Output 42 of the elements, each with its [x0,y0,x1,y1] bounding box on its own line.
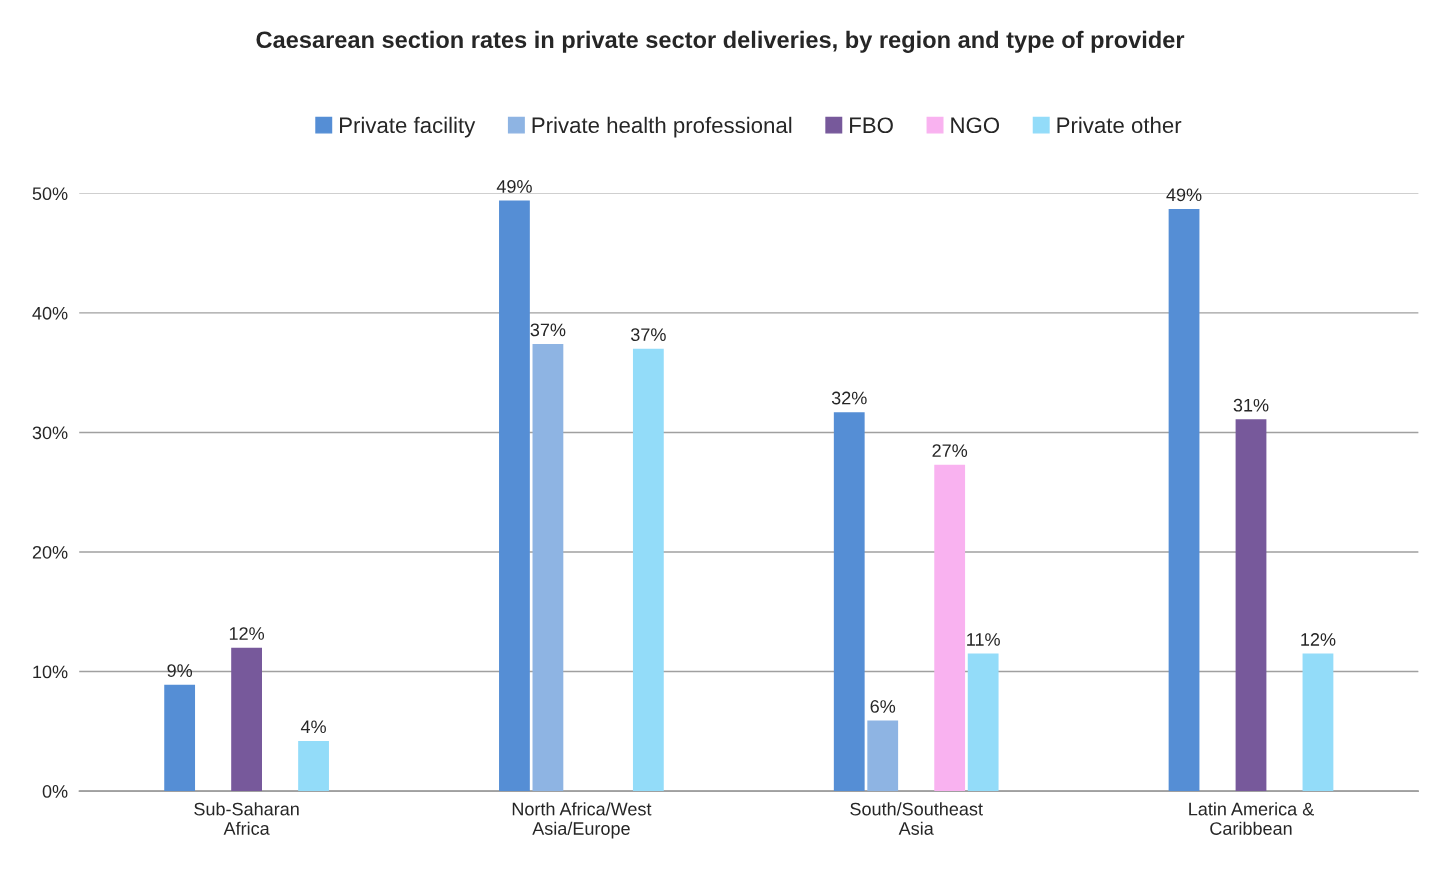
legend-label: Private other [1057,116,1182,134]
y-tick-label: 40% [32,306,68,320]
bar [1235,419,1267,792]
data-label: 27% [932,444,968,457]
bar [499,200,530,792]
x-tick-label: Latin America & Caribbean [1189,802,1314,835]
bar [532,344,564,792]
bar [867,720,899,792]
chart-title: Caesarean section rates in private sector deliveries, by region and type of provider [256,30,1185,53]
legend-label: NGO [951,117,1000,134]
data-label: 12% [1301,633,1336,646]
data-label: 11% [967,633,1000,646]
data-label: 32% [831,391,867,405]
bar [632,348,664,792]
x-tick-label: North Africa/West Asia/Europe [512,802,652,839]
x-tick-label: South/Southeast Asia [850,802,983,835]
bar [1302,653,1334,792]
y-tick-label: 0% [42,785,68,798]
bar [298,740,329,792]
data-label: 49% [496,180,532,193]
legend-label: FBO [850,117,893,134]
data-label: 31% [1233,398,1269,412]
bar [967,653,999,792]
data-label: 49% [1166,188,1202,202]
data-label: 4% [300,720,326,734]
y-tick-label: 30% [32,426,68,440]
bar [934,464,966,792]
bar [1168,208,1200,792]
x-tick-label: Sub-Saharan Africa [194,802,299,835]
legend-label: Private facility [340,116,476,138]
data-label: 12% [229,627,265,640]
bar [164,684,196,792]
legend-label: Private health professional [532,116,792,138]
data-label: 9% [167,664,193,677]
data-label: 37% [630,328,666,342]
data-label: 37% [530,323,566,337]
y-tick-label: 20% [32,545,68,559]
y-tick-label: 10% [33,665,68,679]
bar [833,412,865,792]
y-tick-label: 50% [32,187,68,201]
bar [231,647,262,792]
data-label: 6% [870,700,896,713]
